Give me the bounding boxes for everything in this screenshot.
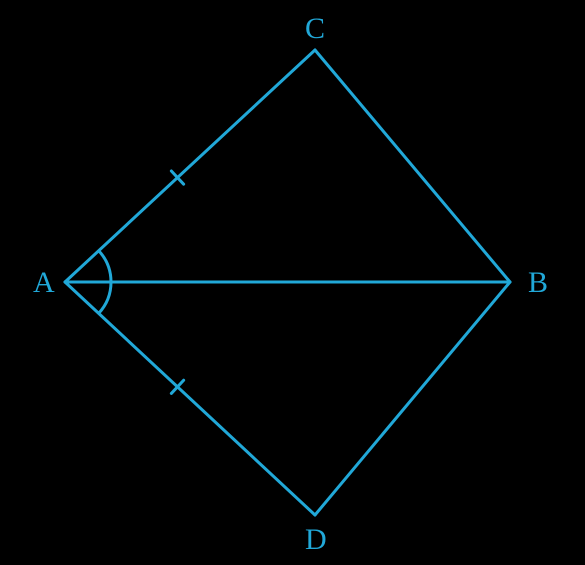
- edge-DB: [315, 282, 510, 515]
- angle-arc-A-1: [99, 282, 111, 313]
- edges-layer: [65, 50, 510, 515]
- edge-CB: [315, 50, 510, 282]
- vertex-label-A: A: [33, 266, 55, 299]
- vertex-label-B: B: [528, 266, 548, 299]
- vertex-label-D: D: [305, 523, 327, 556]
- geometry-diagram: A B C D: [0, 0, 585, 565]
- edge-AC: [65, 50, 315, 282]
- edge-AD: [65, 282, 315, 515]
- angle-arc-A-0: [99, 251, 111, 282]
- vertex-label-C: C: [305, 12, 325, 45]
